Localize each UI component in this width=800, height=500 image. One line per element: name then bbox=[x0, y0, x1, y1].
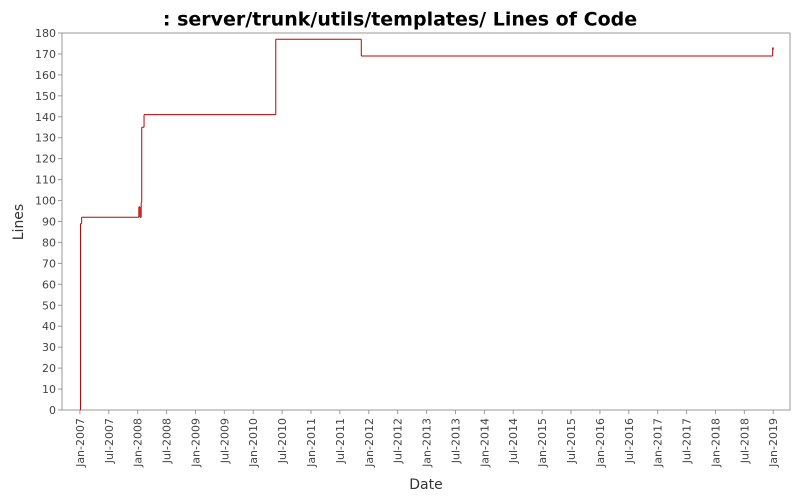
x-tick-label: Jul-2011 bbox=[334, 418, 347, 464]
y-tick-label: 100 bbox=[35, 195, 56, 208]
x-tick-label: Jul-2017 bbox=[681, 418, 694, 464]
x-tick-label: Jan-2010 bbox=[247, 418, 260, 468]
x-tick-label: Jan-2019 bbox=[767, 418, 780, 468]
x-tick-label: Jan-2007 bbox=[74, 418, 87, 468]
x-tick-label: Jul-2018 bbox=[738, 418, 751, 464]
x-tick-label: Jul-2008 bbox=[161, 418, 174, 464]
x-tick-label: Jan-2009 bbox=[189, 418, 202, 468]
x-tick-label: Jan-2011 bbox=[305, 418, 318, 468]
x-tick-label: Jul-2010 bbox=[276, 418, 289, 464]
x-tick-label: Jul-2012 bbox=[392, 418, 405, 464]
x-tick-label: Jul-2015 bbox=[565, 418, 578, 464]
y-tick-label: 70 bbox=[42, 257, 56, 270]
y-tick-label: 80 bbox=[42, 236, 56, 249]
y-tick-label: 40 bbox=[42, 320, 56, 333]
y-tick-label: 160 bbox=[35, 69, 56, 82]
x-axis-label: Date bbox=[409, 477, 442, 493]
x-tick-label: Jan-2014 bbox=[478, 418, 491, 468]
y-tick-label: 60 bbox=[42, 278, 56, 291]
chart-title: : server/trunk/utils/templates/ Lines of… bbox=[163, 9, 637, 31]
x-tick-label: Jul-2007 bbox=[103, 418, 116, 464]
x-tick-label: Jan-2013 bbox=[421, 418, 434, 468]
y-tick-label: 30 bbox=[42, 341, 56, 354]
y-tick-label: 90 bbox=[42, 216, 56, 229]
x-tick-label: Jul-2016 bbox=[623, 418, 636, 464]
x-tick-label: Jul-2009 bbox=[218, 418, 231, 464]
y-tick-label: 0 bbox=[49, 404, 56, 417]
y-tick-label: 120 bbox=[35, 153, 56, 166]
y-tick-label: 140 bbox=[35, 111, 56, 124]
y-tick-label: 130 bbox=[35, 132, 56, 145]
y-axis-label: Lines bbox=[11, 204, 27, 240]
y-tick-label: 20 bbox=[42, 362, 56, 375]
x-tick-label: Jan-2015 bbox=[536, 418, 549, 468]
y-tick-label: 10 bbox=[42, 383, 56, 396]
y-tick-label: 110 bbox=[35, 174, 56, 187]
y-tick-label: 170 bbox=[35, 48, 56, 61]
y-tick-label: 180 bbox=[35, 27, 56, 40]
x-tick-label: Jan-2016 bbox=[594, 418, 607, 468]
y-tick-label: 50 bbox=[42, 299, 56, 312]
x-tick-label: Jul-2014 bbox=[507, 418, 520, 464]
x-tick-label: Jan-2018 bbox=[709, 418, 722, 468]
y-tick-label: 150 bbox=[35, 90, 56, 103]
x-tick-label: Jul-2013 bbox=[449, 418, 462, 464]
x-tick-label: Jan-2008 bbox=[132, 418, 145, 468]
x-tick-label: Jan-2012 bbox=[363, 418, 376, 468]
plot-frame bbox=[61, 32, 791, 411]
x-tick-label: Jan-2017 bbox=[652, 418, 665, 468]
